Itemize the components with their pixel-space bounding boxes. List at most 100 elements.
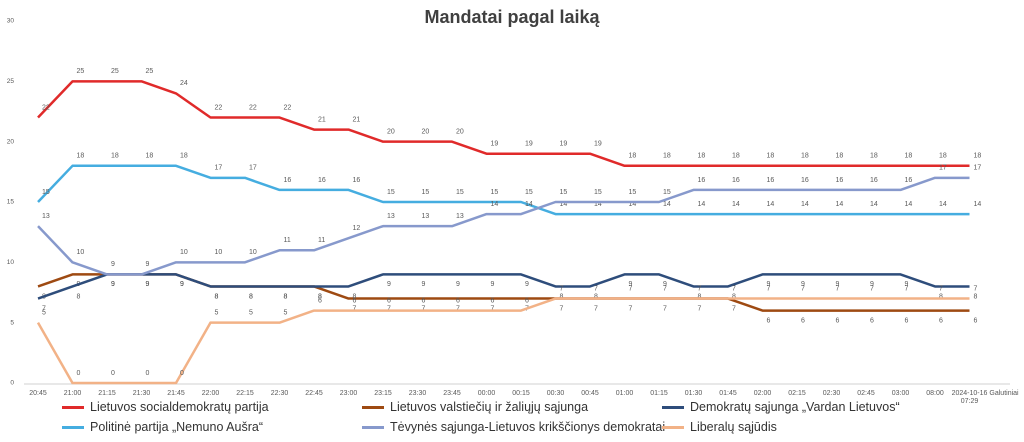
legend-item: Politinė partija „Nemuno Aušra“ [62,420,263,434]
data-label: 7 [767,285,771,292]
data-label: 16 [732,177,740,184]
data-label: 6 [801,317,805,324]
data-label: 7 [594,285,598,292]
data-label: 9 [146,281,150,288]
data-label: 7 [491,305,495,312]
data-label: 6 [525,297,529,304]
data-label: 8 [215,293,219,300]
x-tick-label: 01:00 [615,390,634,397]
data-label: 16 [836,177,844,184]
data-label: 7 [353,305,357,312]
data-label: 9 [111,281,115,288]
data-label: 9 [146,281,150,288]
data-label: 15 [42,189,50,196]
data-label: 16 [767,177,775,184]
data-label: 17 [939,165,947,172]
data-label: 7 [629,285,633,292]
data-label: 8 [698,293,702,300]
data-label: 22 [284,104,292,111]
data-label: 0 [180,370,184,377]
data-label: 9 [491,281,495,288]
data-label: 5 [249,310,253,317]
data-label: 14 [801,201,809,208]
x-tick-label: 00:45 [581,390,599,397]
data-label: 9 [180,281,184,288]
x-tick-label: 02:45 [857,390,875,397]
data-label: 7 [698,285,702,292]
legend-swatch [362,405,384,409]
data-label: 13 [422,213,430,220]
data-label: 7 [732,305,736,312]
data-label: 20 [456,129,464,136]
data-label: 19 [525,141,533,148]
data-label: 6 [387,297,391,304]
data-label: 7 [629,305,633,312]
data-label: 18 [767,153,775,160]
data-label: 6 [905,317,909,324]
x-tick-label: 22:15 [236,390,254,397]
data-label: 7 [560,305,564,312]
y-tick-label: 15 [7,199,15,206]
data-label: 8 [284,293,288,300]
data-label: 14 [698,201,706,208]
data-label: 18 [629,153,637,160]
x-tick-label: 02:15 [788,390,806,397]
data-label: 18 [870,153,878,160]
data-label: 11 [284,237,291,244]
data-label: 17 [974,165,982,172]
x-tick-label: 00:15 [512,390,530,397]
legend-swatch [62,425,84,429]
data-label: 13 [387,213,395,220]
data-label: 9 [767,281,771,288]
legend-label: Lietuvos socialdemokratų partija [90,400,269,414]
legend-item: Demokratų sąjunga „Vardan Lietuvos“ [662,400,900,414]
data-label: 17 [215,165,223,172]
data-label: 6 [318,297,322,304]
data-label: 9 [111,281,115,288]
data-label: 0 [146,370,150,377]
x-tick-label: 2024-10-16 07:29 [951,390,988,405]
x-tick-label: 08:00 [926,390,944,397]
data-label: 17 [249,165,257,172]
data-label: 14 [491,201,499,208]
x-tick-label: 21:30 [132,390,151,397]
data-label: 7 [974,285,978,292]
legend-item: Tėvynės sąjunga-Lietuvos krikščionys dem… [362,420,665,434]
data-label: 14 [939,201,947,208]
data-label: 10 [180,249,188,256]
data-label: 16 [353,177,361,184]
data-label: 6 [353,297,357,304]
data-label: 8 [318,293,322,300]
data-label: 9 [146,261,150,268]
data-label: 8 [974,293,978,300]
data-label: 8 [353,293,357,300]
x-tick-label: 02:30 [822,390,841,397]
legend-swatch [62,405,84,409]
data-label: 9 [456,281,460,288]
data-label: 18 [974,153,982,160]
x-tick-label: 22:00 [201,390,220,397]
data-label: 15 [663,189,671,196]
data-label: 8 [318,293,322,300]
x-tick-label: 01:30 [684,390,703,397]
data-label: 14 [974,201,982,208]
data-label: 19 [560,141,568,148]
data-label: 7 [594,305,598,312]
legend-swatch [662,405,684,409]
data-label: 7 [698,305,702,312]
data-label: 12 [353,225,361,232]
data-label: 14 [629,201,637,208]
data-label: 14 [870,201,878,208]
data-label: 8 [249,293,253,300]
x-tick-label: 01:45 [719,390,737,397]
x-tick-label: 00:00 [477,390,496,397]
x-tick-label: 03:00 [891,390,910,397]
series-line [37,164,970,216]
data-label: 18 [180,153,188,160]
series-line [36,297,970,385]
data-label: 7 [732,285,736,292]
data-label: 8 [249,293,253,300]
data-label: 24 [180,80,188,87]
